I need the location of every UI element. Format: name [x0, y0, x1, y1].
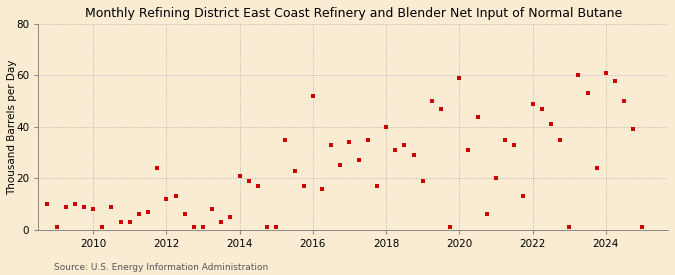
- Point: [134, 212, 144, 216]
- Point: [97, 225, 108, 229]
- Point: [527, 101, 538, 106]
- Point: [124, 220, 135, 224]
- Point: [298, 184, 309, 188]
- Point: [78, 204, 89, 209]
- Point: [234, 174, 245, 178]
- Point: [545, 122, 556, 127]
- Point: [628, 127, 639, 132]
- Point: [390, 148, 401, 152]
- Point: [280, 138, 291, 142]
- Point: [371, 184, 382, 188]
- Point: [70, 202, 80, 206]
- Point: [161, 197, 172, 201]
- Point: [207, 207, 217, 211]
- Point: [445, 225, 456, 229]
- Point: [180, 212, 190, 216]
- Point: [326, 143, 337, 147]
- Point: [317, 186, 327, 191]
- Point: [335, 163, 346, 168]
- Point: [463, 148, 474, 152]
- Point: [216, 220, 227, 224]
- Point: [399, 143, 410, 147]
- Point: [472, 114, 483, 119]
- Point: [573, 73, 584, 78]
- Point: [289, 168, 300, 173]
- Point: [170, 194, 181, 199]
- Point: [152, 166, 163, 170]
- Point: [537, 107, 547, 111]
- Point: [610, 78, 620, 83]
- Point: [408, 153, 419, 157]
- Point: [454, 76, 465, 80]
- Point: [308, 94, 319, 98]
- Point: [500, 138, 510, 142]
- Point: [619, 99, 630, 103]
- Point: [188, 225, 199, 229]
- Point: [142, 210, 153, 214]
- Text: Source: U.S. Energy Information Administration: Source: U.S. Energy Information Administ…: [54, 263, 268, 272]
- Y-axis label: Thousand Barrels per Day: Thousand Barrels per Day: [7, 59, 17, 194]
- Point: [491, 176, 502, 180]
- Point: [51, 225, 62, 229]
- Point: [88, 207, 99, 211]
- Point: [417, 179, 428, 183]
- Point: [262, 225, 273, 229]
- Point: [115, 220, 126, 224]
- Title: Monthly Refining District East Coast Refinery and Blender Net Input of Normal Bu: Monthly Refining District East Coast Ref…: [84, 7, 622, 20]
- Point: [344, 140, 355, 144]
- Point: [244, 179, 254, 183]
- Point: [591, 166, 602, 170]
- Point: [353, 158, 364, 163]
- Point: [481, 212, 492, 216]
- Point: [509, 143, 520, 147]
- Point: [362, 138, 373, 142]
- Point: [600, 71, 611, 75]
- Point: [106, 204, 117, 209]
- Point: [555, 138, 566, 142]
- Point: [582, 91, 593, 96]
- Point: [427, 99, 437, 103]
- Point: [381, 125, 392, 129]
- Point: [225, 215, 236, 219]
- Point: [518, 194, 529, 199]
- Point: [198, 225, 209, 229]
- Point: [564, 225, 574, 229]
- Point: [42, 202, 53, 206]
- Point: [271, 225, 281, 229]
- Point: [252, 184, 263, 188]
- Point: [637, 225, 648, 229]
- Point: [60, 204, 71, 209]
- Point: [435, 107, 446, 111]
